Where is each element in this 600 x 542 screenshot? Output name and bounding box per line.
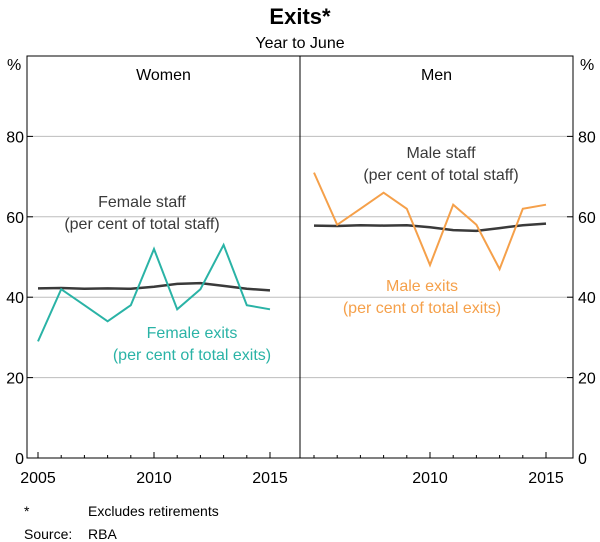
series-label: (per cent of total staff) <box>363 167 518 184</box>
y-tick-label-right: 20 <box>578 371 596 388</box>
chart-subtitle: Year to June <box>255 35 344 52</box>
y-tick-label-left: 20 <box>6 371 24 388</box>
y-tick-label-right: 40 <box>578 290 596 307</box>
series-line-male-staff <box>313 222 547 233</box>
series-label: (per cent of total exits) <box>343 300 501 317</box>
y-tick-label-right: 60 <box>578 210 596 227</box>
x-tick-label: 2015 <box>528 470 564 487</box>
x-tick-label: 2015 <box>252 470 288 487</box>
y-tick-label-left: 40 <box>6 290 24 307</box>
series-label: Male staff <box>406 145 476 162</box>
series-line-female-exits <box>37 242 271 342</box>
plot-area <box>37 172 547 342</box>
panel-title-women: Women <box>136 67 191 84</box>
footnote-text: Excludes retirements <box>88 503 219 519</box>
panel-title-men: Men <box>421 67 452 84</box>
axes: Women 2005 2010 2015 Men 2010 2015 0 0 20 20 40 40 60… <box>6 67 596 487</box>
series-label: Female exits <box>147 325 238 342</box>
y-tick-label-left: 0 <box>15 451 24 468</box>
y-tick-label-left: 60 <box>6 210 24 227</box>
source-text: RBA <box>88 526 117 542</box>
series-line-female-staff <box>37 281 271 292</box>
footnote-key: * <box>24 503 30 519</box>
left-unit-label: % <box>7 57 21 74</box>
series-label: Female staff <box>98 194 186 211</box>
y-tick-label-right: 80 <box>578 129 596 146</box>
series-label: Male exits <box>386 278 458 295</box>
right-unit-label: % <box>580 57 594 74</box>
y-tick-label-left: 80 <box>6 129 24 146</box>
source-key: Source: <box>24 526 73 542</box>
y-tick-label-right: 0 <box>578 451 587 468</box>
chart-title: Exits* <box>269 4 331 29</box>
series-labels: Female staff (per cent of total staff) Fem… <box>64 145 518 364</box>
x-tick-label: 2010 <box>412 470 448 487</box>
series-label: (per cent of total staff) <box>64 216 219 233</box>
footnote-source: Source: RBA <box>24 526 117 542</box>
footnote-retirements: * Excludes retirements <box>24 503 219 519</box>
x-tick-label: 2010 <box>136 470 172 487</box>
series-label: (per cent of total exits) <box>113 347 271 364</box>
x-tick-label: 2005 <box>20 470 56 487</box>
series-line-male-exits <box>313 172 547 272</box>
